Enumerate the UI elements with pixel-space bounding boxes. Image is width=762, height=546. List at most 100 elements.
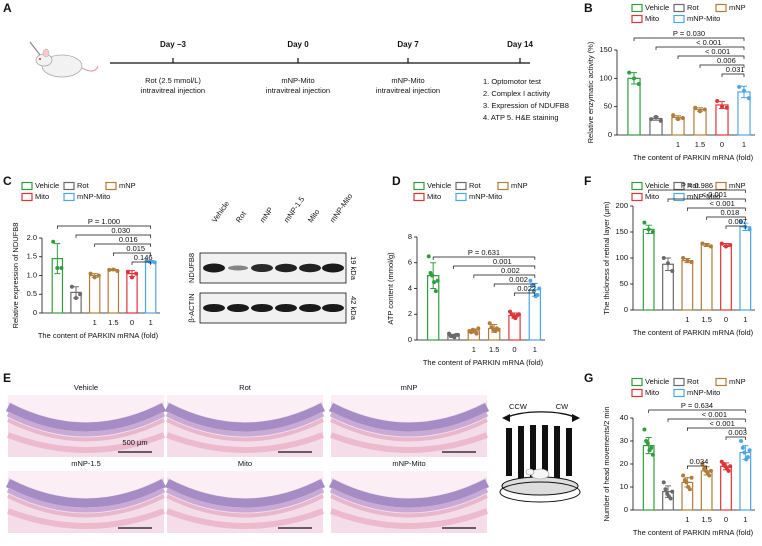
data-point: [55, 266, 60, 270]
bar: [107, 269, 120, 314]
p-value-label: 0.002: [509, 275, 528, 284]
x-tick-label: 0: [724, 315, 728, 324]
legend-swatch: [673, 3, 685, 13]
blot-protein: β-ACTIN: [187, 293, 196, 322]
significance-bracket: [648, 409, 746, 413]
scale-bar-label: 500 μm: [122, 438, 147, 447]
legend-swatch: [455, 192, 467, 202]
x-axis-label: The content of PARKIN mRNA (fold): [633, 153, 754, 162]
p-value-label: 0.034: [690, 457, 709, 466]
data-point: [531, 289, 536, 294]
p-value-label: 0.018: [720, 208, 739, 217]
timeline-day: Day 0: [287, 40, 309, 49]
data-point: [645, 441, 650, 446]
x-tick-label: 1.5: [701, 515, 711, 524]
significance-bracket: [655, 46, 745, 50]
panel-label: D: [392, 174, 401, 188]
data-point: [670, 269, 675, 273]
histology-label: mNP-1.5: [71, 459, 101, 468]
p-value-label: 0.146: [134, 253, 153, 262]
data-point: [627, 70, 632, 75]
significance-bracket: [112, 252, 152, 256]
legend-label: mNP: [511, 181, 528, 190]
y-tick-label: 20: [620, 459, 628, 468]
blot-size: 19 kDa: [349, 256, 358, 281]
y-tick-label: 50: [620, 279, 628, 288]
blot-protein: NDUFB8: [187, 253, 196, 283]
mouse-icon: [29, 41, 99, 78]
legend-swatch: [413, 192, 425, 202]
histology-image: [8, 395, 164, 457]
significance-bracket: [648, 189, 746, 193]
x-tick-label: 1: [685, 315, 689, 324]
y-tick-label: 50: [604, 102, 612, 111]
data-point: [88, 271, 93, 276]
significance-bracket: [706, 216, 746, 220]
data-point: [676, 117, 680, 122]
significance-bracket: [514, 292, 536, 296]
data-point: [724, 105, 729, 110]
legend-label: mNP: [729, 377, 746, 386]
y-tick-label: 0: [624, 505, 628, 514]
timeline-outcome: 2. Complex I activity: [483, 89, 550, 98]
timeline-event: Rot (2.5 mmol/L): [145, 76, 201, 85]
data-point: [700, 462, 705, 466]
data-point: [432, 280, 437, 285]
data-point: [650, 230, 655, 234]
data-point: [666, 261, 670, 266]
p-value-label: P = 0.030: [673, 29, 705, 38]
p-value-label: 0.007: [728, 217, 747, 226]
x-axis-label: The content of PARKIN mRNA (fold): [423, 358, 544, 367]
significance-bracket: [75, 234, 152, 238]
legend-label: Vehicle: [645, 181, 669, 190]
legend-swatch: [105, 181, 117, 191]
significance-bracket: [667, 418, 746, 422]
data-point: [74, 296, 78, 300]
y-tick-label: 0: [624, 305, 628, 314]
y-tick-label: 200: [615, 201, 628, 210]
data-point: [51, 239, 56, 244]
data-point: [69, 284, 74, 289]
rotation-label: CW: [556, 402, 569, 411]
legend-swatch: [715, 3, 727, 13]
data-point: [59, 266, 64, 270]
legend-label: Vehicle: [645, 3, 669, 12]
legend-swatch: [63, 192, 75, 202]
data-point: [642, 220, 647, 225]
data-point: [708, 468, 713, 473]
blot-lane-label: mNP-1.5: [282, 195, 306, 224]
data-point: [528, 278, 533, 283]
x-tick-label: 1: [472, 345, 476, 354]
histology-label: mNP-Mito: [392, 459, 425, 468]
bar: [642, 228, 655, 311]
data-point: [435, 278, 440, 283]
x-tick-label: 1: [743, 515, 747, 524]
legend-label: mNP: [729, 3, 746, 12]
y-tick-label: 4: [408, 283, 412, 292]
data-point: [78, 292, 83, 297]
significance-bracket: [493, 283, 536, 287]
scale-bar: [118, 451, 476, 529]
data-point: [455, 332, 460, 337]
legend-label: mNP-Mito: [687, 14, 720, 23]
data-point: [661, 256, 666, 260]
legend-swatch: [673, 388, 685, 398]
data-point: [530, 283, 535, 288]
timeline-outcome: 4. ATP 5. H&E staining: [483, 113, 559, 122]
data-point: [107, 267, 112, 272]
y-tick-label: 100: [615, 253, 628, 262]
y-tick-label: 100: [599, 73, 612, 82]
p-value-label: P = 1.000: [88, 217, 120, 226]
data-point: [474, 331, 479, 336]
panel-label: A: [3, 1, 12, 15]
data-point: [649, 445, 654, 450]
y-tick-label: 0.5: [27, 289, 37, 298]
bar: [720, 465, 732, 511]
y-axis-label: Relative enzymatic activity (%): [586, 41, 595, 143]
legend-swatch: [21, 181, 33, 191]
legend-swatch: [631, 377, 643, 387]
x-axis-label: The content of PARKIN mRNA (fold): [633, 528, 754, 537]
legend-label: Rot: [687, 377, 700, 386]
data-point: [134, 271, 139, 276]
p-value-label: P = 0.634: [681, 401, 713, 410]
